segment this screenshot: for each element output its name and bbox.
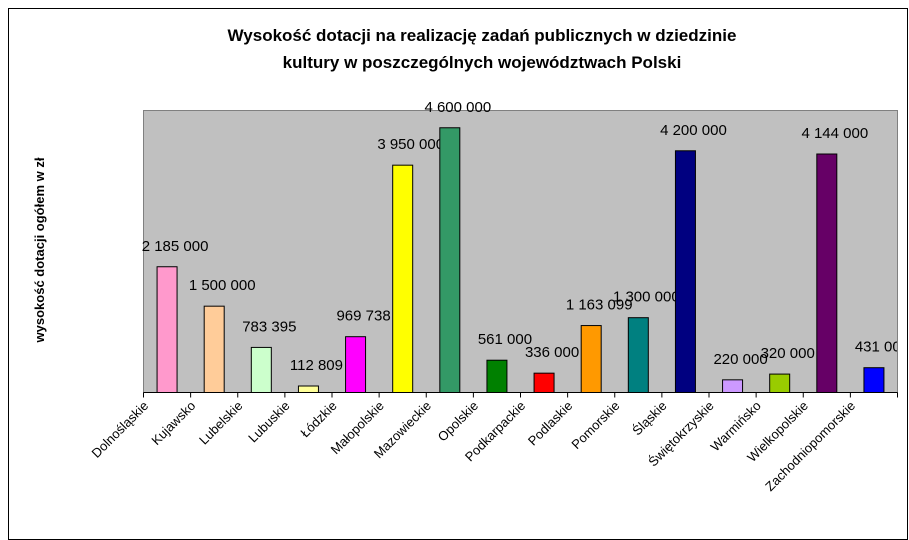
data-label: 4 600 000 [424,99,491,116]
data-label: 4 144 000 [801,125,868,142]
bar [203,305,225,393]
data-label: 220 000 [713,351,767,368]
data-label: 431 000 [855,339,909,356]
bar [769,373,791,394]
bar [297,385,319,393]
data-label: 969 738 [336,308,390,325]
bar [250,346,272,394]
bar [486,359,508,393]
bar [580,325,602,393]
chart-title: kultury w poszczególnych województwach P… [283,53,682,72]
data-label: 320 000 [761,345,815,362]
data-label: 1 163 099 [566,297,633,314]
bar [674,150,696,393]
data-label: 4 200 000 [660,122,727,139]
data-label: 3 950 000 [377,136,444,153]
chart-title: Wysokość dotacji na realizację zadań pub… [228,26,737,45]
y-axis-label: wysokość dotacji ogółem w zł [32,157,47,343]
data-label: 561 000 [478,331,532,348]
data-label: 336 000 [525,344,579,361]
data-label: 1 300 000 [613,289,680,306]
bar [156,266,178,393]
bar [533,372,555,394]
bar [392,164,414,393]
bar [863,367,885,393]
plot-area [143,110,898,393]
bar [816,153,838,393]
bar [345,336,367,393]
data-label: 783 395 [242,318,296,335]
bar [439,127,461,393]
bar [722,379,744,393]
data-label: 1 500 000 [189,277,256,294]
bar [627,317,649,394]
data-label: 2 185 000 [142,238,209,255]
data-label: 112 809 [290,357,343,374]
